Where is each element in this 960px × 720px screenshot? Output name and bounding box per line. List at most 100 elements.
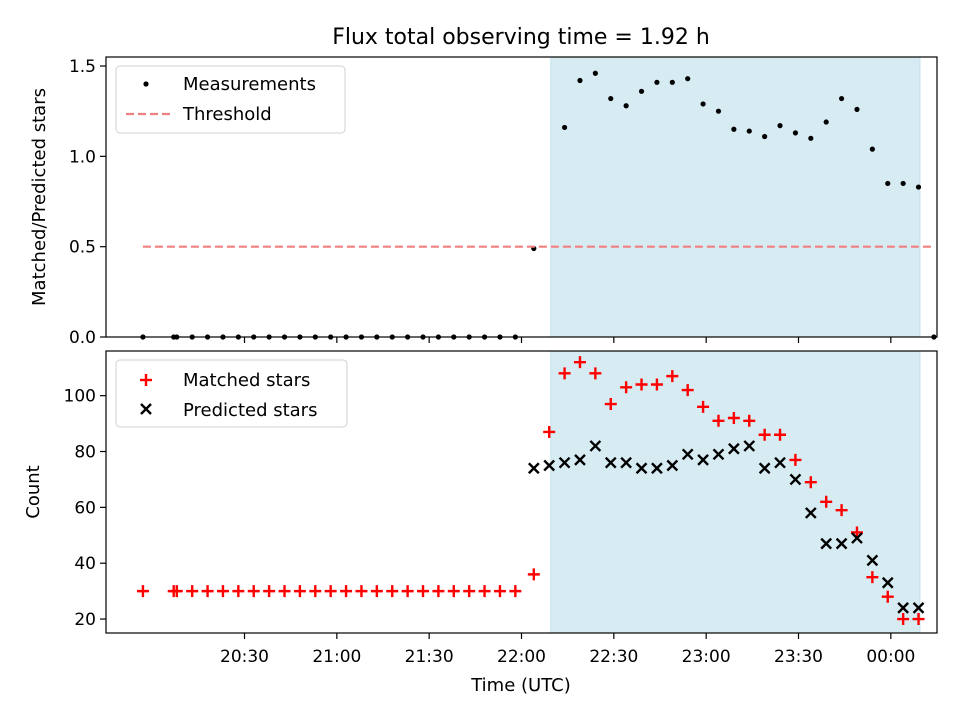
matched-star-point	[650, 378, 663, 391]
matched-star-point	[635, 378, 648, 391]
predicted-star-point	[543, 459, 556, 472]
matched-star-point	[463, 585, 476, 598]
top-panel-shaded-span	[550, 56, 921, 338]
matched-star-point	[558, 367, 571, 380]
top-panel-frame	[105, 56, 938, 338]
matched-star-point	[247, 585, 260, 598]
x-tick-label: 21:30	[405, 647, 454, 667]
bottom-panel-ylabel: Count	[23, 465, 44, 518]
predicted-star-point	[758, 462, 771, 475]
matched-star-point	[589, 367, 602, 380]
matched-star-point	[355, 585, 368, 598]
predicted-star-point	[835, 537, 848, 550]
matched-star-point	[263, 585, 276, 598]
matched-star-point	[912, 613, 925, 626]
top-panel-legend: Measurements Threshold	[115, 65, 346, 134]
predicted-star-point	[712, 448, 725, 461]
predicted-star-point	[697, 454, 709, 466]
matched-star-point	[170, 585, 183, 598]
matched-star-point	[820, 495, 833, 508]
measurement-point	[854, 106, 860, 112]
predicted-star-point	[743, 440, 756, 452]
measurement-point	[838, 95, 845, 102]
legend-label-matched: Matched stars	[183, 370, 310, 391]
matched-star-point	[370, 585, 383, 598]
measurement-point	[715, 108, 722, 114]
matched-star-point	[493, 585, 506, 598]
predicted-star-point	[604, 456, 617, 469]
matched-star-point	[866, 571, 879, 584]
matched-star-point	[573, 356, 586, 369]
predicted-star-point	[681, 448, 694, 461]
top-panel: 0.0 0.5 1.0 1.5 Matched/Predicted stars Mea…	[29, 56, 938, 348]
y-tick-label: 60	[74, 498, 96, 518]
predicted-star-point	[866, 554, 879, 567]
x-axis-label: Time (UTC)	[470, 675, 571, 696]
measurement-point	[592, 70, 598, 76]
measurement-point	[561, 124, 568, 131]
measurement-point	[823, 119, 829, 125]
matched-star-point	[417, 585, 430, 598]
matched-star-point	[136, 585, 149, 598]
y-tick-label: 80	[74, 443, 96, 463]
matched-star-point	[743, 414, 756, 427]
legend-plus-marker	[140, 374, 152, 386]
matched-star-point	[727, 412, 740, 425]
matched-star-point	[897, 613, 910, 626]
x-tick-label: 23:00	[682, 647, 731, 667]
x-tick-label: 00:00	[866, 647, 915, 667]
top-panel-ylabel: Matched/Predicted stars	[29, 88, 50, 306]
predicted-star-point	[897, 602, 909, 614]
measurement-point	[608, 95, 614, 102]
x-tick-label: 21:00	[312, 647, 361, 667]
matched-star-point	[712, 414, 725, 427]
predicted-star-point	[635, 462, 648, 475]
measurement-point	[915, 184, 922, 190]
bottom-panel-frame	[105, 350, 938, 634]
predicted-star-point	[589, 440, 602, 452]
measurement-point	[885, 180, 891, 187]
legend-label-predicted: Predicted stars	[183, 400, 317, 421]
measurement-point	[762, 133, 768, 140]
predicted-star-point	[574, 454, 586, 466]
predicted-star-point	[789, 473, 802, 486]
matched-star-point	[527, 568, 540, 581]
matched-star-point	[232, 585, 245, 598]
y-tick-label: 0.0	[69, 328, 96, 348]
x-tick-label: 22:30	[589, 647, 638, 667]
matched-star-point	[324, 585, 337, 598]
legend-box	[115, 65, 346, 134]
matched-star-point	[774, 428, 787, 441]
matched-star-point	[293, 585, 306, 598]
measurement-point	[577, 77, 583, 84]
measurement-point	[777, 123, 783, 129]
measurement-point	[638, 88, 645, 94]
matched-star-point	[278, 585, 291, 598]
matched-star-point	[681, 384, 694, 397]
matched-star-point	[186, 585, 199, 598]
matched-star-point	[789, 453, 802, 466]
matched-star-point	[432, 585, 445, 598]
legend-label-threshold: Threshold	[182, 104, 272, 125]
predicted-star-point	[620, 456, 632, 469]
bottom-panel-marks	[136, 356, 925, 626]
bottom-panel-shaded-span	[550, 350, 921, 634]
x-axis-ticks: 20:30 21:00 21:30 22:00 22:30 23:00 23:30 00:00	[220, 647, 915, 667]
bottom-panel: 20 40 60 80 100 Count Matched stars Predicte…	[23, 350, 938, 639]
chart-title: Flux total observing time = 1.92 h	[332, 25, 710, 50]
measurement-point	[731, 126, 737, 132]
matched-star-point	[697, 400, 710, 413]
y-tick-label: 1.0	[69, 147, 96, 167]
predicted-star-point	[804, 507, 817, 519]
top-panel-ticks: 0.0 0.5 1.0 1.5	[69, 57, 892, 348]
matched-star-point	[478, 585, 491, 598]
matched-star-point	[666, 370, 679, 383]
measurement-point	[808, 135, 814, 141]
predicted-star-point	[651, 462, 663, 475]
matched-star-point	[447, 585, 460, 598]
predicted-star-point	[881, 576, 894, 589]
measurement-point	[869, 146, 875, 152]
matched-star-point	[604, 398, 617, 411]
measurement-point	[669, 79, 675, 85]
matched-star-point	[509, 585, 522, 598]
